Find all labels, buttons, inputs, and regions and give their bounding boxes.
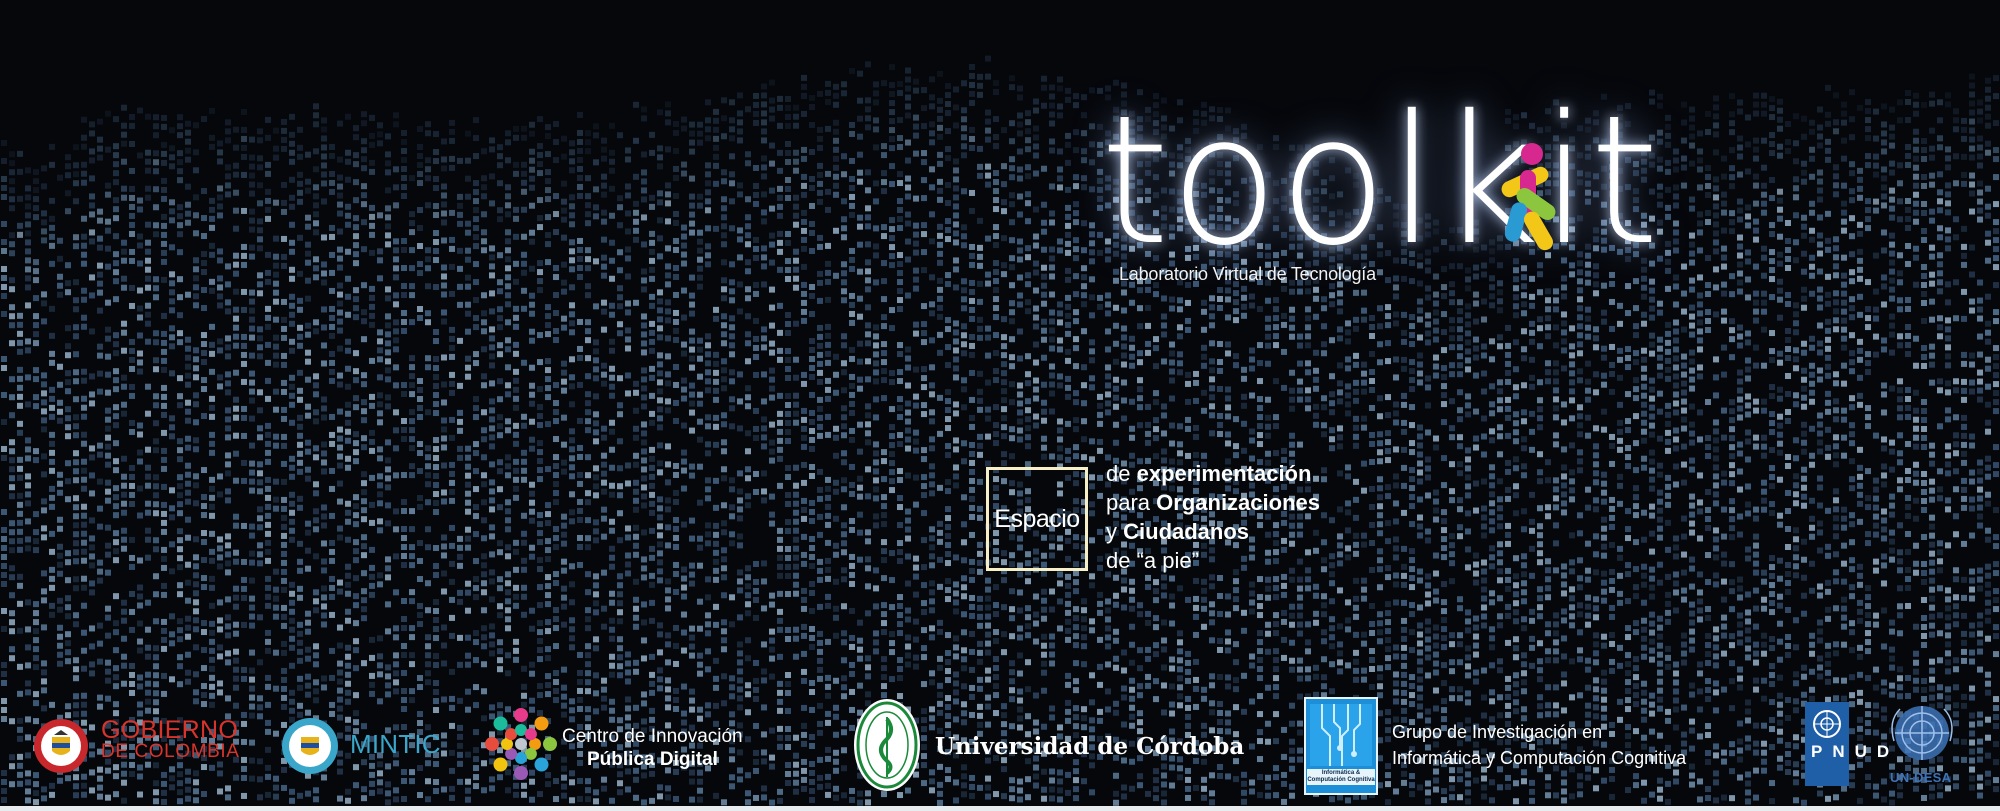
grupo-badge-caption: Informática & Computación Cognitiva xyxy=(1307,769,1375,785)
gobierno-de-colombia-logo: GOBIERNO DE COLOMBIA xyxy=(101,716,240,763)
centro-line-1: Centro de Innovación xyxy=(562,726,743,747)
espacio-word: Espacio xyxy=(994,504,1080,533)
un-emblem-icon xyxy=(1813,710,1841,738)
espacio-line-1: de experimentación xyxy=(1106,461,1312,486)
espacio-line-2: para Organizaciones xyxy=(1106,490,1320,515)
mintic-seal-icon xyxy=(282,718,338,774)
grupo-investigacion-badge: Informática & Computación Cognitiva xyxy=(1304,697,1378,795)
centro-innovacion-star-icon xyxy=(485,708,557,780)
toolkit-wordmark: toolkit xyxy=(1100,77,1659,284)
un-desa-emblem-icon xyxy=(1891,706,1953,760)
espacio-line-4: de “a pie” xyxy=(1106,548,1199,573)
grupo-line-1: Grupo de Investigación en xyxy=(1392,722,1603,742)
centro-line-2: Pública Digital xyxy=(587,749,718,770)
person-figure-icon xyxy=(1501,143,1556,251)
toolkit-logo: toolkit xyxy=(1100,70,1659,284)
grupo-line-2: Informática y Computación Cognitiva xyxy=(1392,748,1687,768)
gobierno-line-1: GOBIERNO xyxy=(101,716,239,744)
pnud-logo: PNUD xyxy=(1805,702,1900,786)
espacio-description: de experimentación para Organizaciones y… xyxy=(1106,459,1320,575)
un-desa-label: UN-DESA xyxy=(1890,770,1952,785)
colombia-coat-of-arms-icon xyxy=(34,719,88,773)
pnud-letters: PNUD xyxy=(1811,742,1900,761)
circuit-icon xyxy=(1310,704,1372,766)
universidad-cordoba-label: Universidad de Córdoba xyxy=(935,733,1245,760)
grupo-investigacion-label: Grupo de Investigación en Informática y … xyxy=(1392,719,1686,771)
gobierno-line-2: DE COLOMBIA xyxy=(101,741,240,762)
logo-tagline: Laboratorio Virtual de Tecnología xyxy=(1119,264,1376,284)
mintic-label: MINTIC xyxy=(350,729,441,759)
espacio-box: Espacio xyxy=(986,467,1088,571)
espacio-line-3: y Ciudadanos xyxy=(1106,519,1250,544)
centro-innovacion-logo: Centro de Innovación Pública Digital xyxy=(562,725,743,771)
logo-text: toolkit xyxy=(1100,77,1659,284)
universidad-cordoba-seal-icon xyxy=(854,699,920,791)
bottom-divider xyxy=(0,806,2000,811)
